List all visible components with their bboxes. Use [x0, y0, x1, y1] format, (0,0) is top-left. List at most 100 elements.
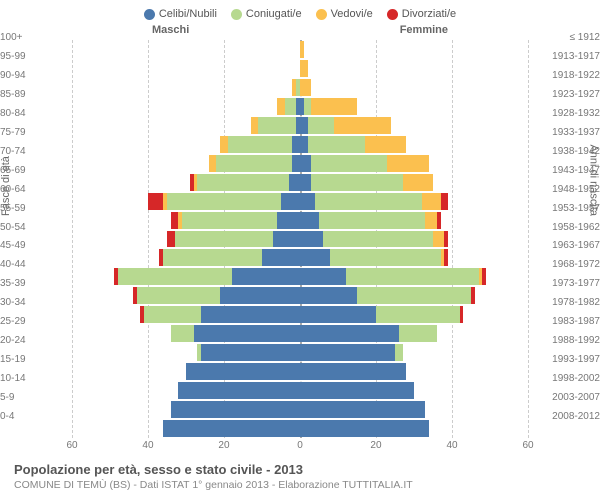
- age-tick: 25-29: [0, 312, 56, 331]
- legend-label: Coniugati/e: [246, 8, 302, 20]
- birth-tick: 1988-1992: [544, 331, 600, 350]
- male-bar: [209, 155, 300, 172]
- male-bar: [251, 117, 300, 134]
- age-tick: 5-9: [0, 388, 56, 407]
- segment: [311, 174, 402, 191]
- segment: [311, 155, 387, 172]
- segment: [300, 268, 346, 285]
- data-row: [72, 59, 528, 78]
- age-tick: 75-79: [0, 123, 56, 142]
- plot-area: [72, 40, 528, 438]
- male-bar: [159, 249, 300, 266]
- birth-tick: 1993-1997: [544, 350, 600, 369]
- segment: [201, 306, 300, 323]
- segment: [357, 287, 471, 304]
- female-bar: [300, 98, 357, 115]
- segment: [292, 136, 300, 153]
- legend-swatch: [387, 9, 398, 20]
- x-axis: 6040200204060: [72, 440, 528, 456]
- data-row: [72, 116, 528, 135]
- segment: [437, 212, 441, 229]
- legend-item: Divorziati/e: [387, 8, 456, 20]
- male-bar: [171, 325, 300, 342]
- x-tick: 20: [218, 440, 229, 451]
- segment: [171, 401, 300, 418]
- male-bar: [186, 363, 300, 380]
- birth-tick: 1918-1922: [544, 66, 600, 85]
- gender-header: Maschi Femmine: [12, 24, 588, 40]
- age-tick: 20-24: [0, 331, 56, 350]
- female-bar: [300, 344, 403, 361]
- data-row: [72, 400, 528, 419]
- segment: [300, 79, 311, 96]
- segment: [403, 174, 433, 191]
- female-bar: [300, 231, 448, 248]
- age-tick: 65-69: [0, 161, 56, 180]
- birth-tick: 1948-1952: [544, 180, 600, 199]
- legend-swatch: [316, 9, 327, 20]
- male-bar: [167, 231, 300, 248]
- segment: [300, 306, 376, 323]
- age-tick: 85-89: [0, 85, 56, 104]
- legend-label: Divorziati/e: [402, 8, 456, 20]
- age-tick: 30-34: [0, 293, 56, 312]
- female-bar: [300, 287, 475, 304]
- age-tick: 100+: [0, 28, 56, 47]
- female-bar: [300, 60, 308, 77]
- data-row: [72, 40, 528, 59]
- segment: [300, 249, 330, 266]
- female-bar: [300, 136, 406, 153]
- segment: [308, 136, 365, 153]
- birth-tick: 1998-2002: [544, 369, 600, 388]
- age-tick: 15-19: [0, 350, 56, 369]
- chart-title: Popolazione per età, sesso e stato civil…: [14, 462, 586, 477]
- age-tick: 45-49: [0, 236, 56, 255]
- x-tick: 0: [297, 440, 303, 451]
- segment: [323, 231, 433, 248]
- legend-swatch: [231, 9, 242, 20]
- segment: [171, 212, 179, 229]
- birth-tick: ≤ 1912: [544, 28, 600, 47]
- segment: [300, 117, 308, 134]
- segment: [471, 287, 475, 304]
- male-bar: [133, 287, 300, 304]
- segment: [441, 193, 449, 210]
- birth-tick: 1973-1977: [544, 274, 600, 293]
- data-row: [72, 135, 528, 154]
- segment: [167, 193, 281, 210]
- segment: [315, 193, 421, 210]
- female-bar: [300, 363, 406, 380]
- legend: Celibi/NubiliConiugati/eVedovi/eDivorzia…: [12, 8, 588, 20]
- age-tick: 55-59: [0, 199, 56, 218]
- segment: [186, 363, 300, 380]
- data-row: [72, 362, 528, 381]
- data-row: [72, 381, 528, 400]
- birth-tick: 1923-1927: [544, 85, 600, 104]
- legend-item: Coniugati/e: [231, 8, 302, 20]
- segment: [311, 98, 357, 115]
- legend-item: Vedovi/e: [316, 8, 373, 20]
- age-tick: 50-54: [0, 218, 56, 237]
- data-row: [72, 154, 528, 173]
- segment: [178, 382, 300, 399]
- segment: [262, 249, 300, 266]
- female-bar: [300, 193, 448, 210]
- segment: [273, 231, 300, 248]
- female-bar: [300, 117, 391, 134]
- segment: [346, 268, 479, 285]
- female-bar: [300, 79, 311, 96]
- legend-swatch: [144, 9, 155, 20]
- segment: [482, 268, 486, 285]
- female-bar: [300, 268, 486, 285]
- male-bar: [114, 268, 300, 285]
- female-bar: [300, 174, 433, 191]
- y-axis-age: 100+95-9990-9485-8980-8475-7970-7465-696…: [0, 28, 56, 426]
- birth-tick: 1943-1947: [544, 161, 600, 180]
- segment: [300, 174, 311, 191]
- male-bar: [171, 401, 300, 418]
- legend-label: Vedovi/e: [331, 8, 373, 20]
- segment: [300, 420, 429, 437]
- age-tick: 0-4: [0, 407, 56, 426]
- segment: [175, 231, 274, 248]
- segment: [308, 117, 335, 134]
